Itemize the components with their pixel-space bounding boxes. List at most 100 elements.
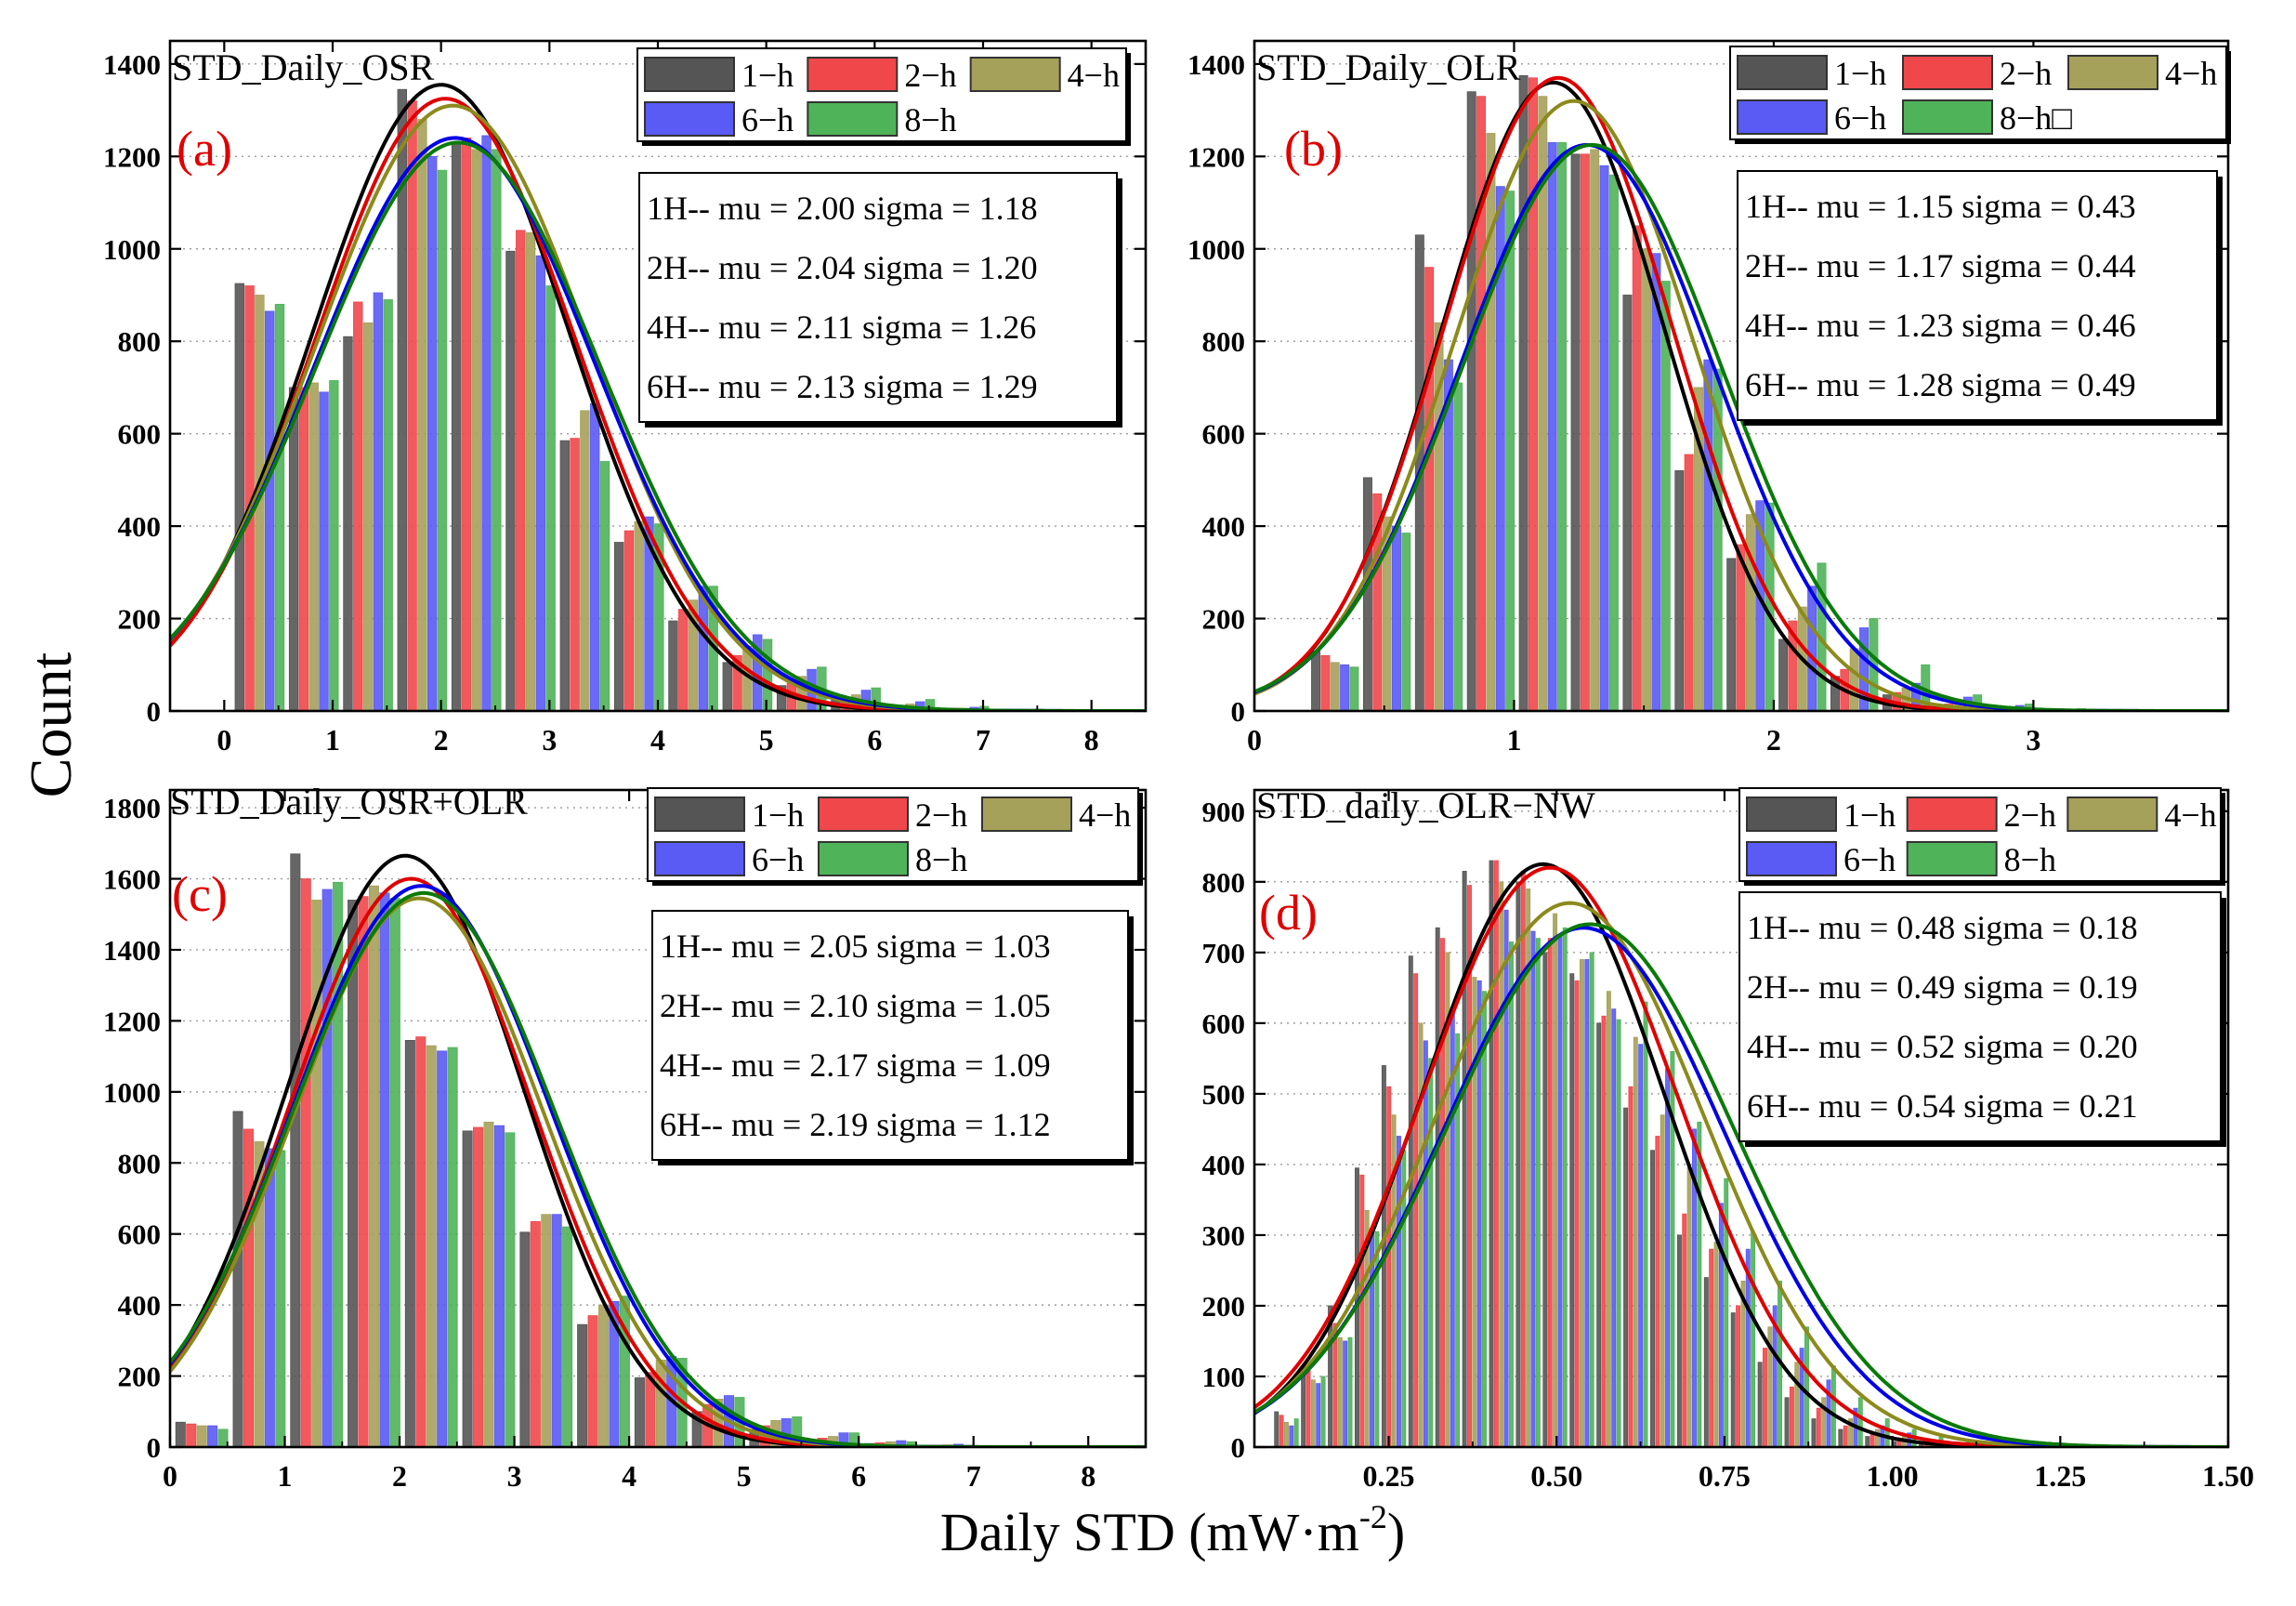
x-tick-label: 2	[392, 1459, 407, 1493]
bar-1-h	[1274, 1411, 1279, 1447]
bar-8-h	[275, 1150, 286, 1447]
stats-line: 4H-- mu = 1.23 sigma = 0.46	[1745, 307, 2136, 344]
bar-6-h	[1611, 1008, 1617, 1447]
panel-title: STD_Daily_OSR+OLR	[170, 781, 528, 823]
y-tick-label: 500	[1202, 1078, 1246, 1111]
bar-2-h	[1279, 1415, 1284, 1447]
bar-8-h	[1453, 382, 1463, 711]
y-tick-label: 800	[1202, 325, 1246, 358]
bar-4-h	[417, 119, 427, 711]
bar-4-h	[655, 1359, 666, 1447]
stats-line: 6H-- mu = 1.28 sigma = 0.49	[1745, 366, 2136, 403]
bar-1-h	[1838, 1428, 1843, 1447]
x-tick-label: 1	[278, 1459, 293, 1493]
legend-label-6-h: 6−h	[1834, 99, 1886, 137]
bar-2-h	[1816, 1407, 1821, 1447]
bar-1-h	[1730, 1312, 1736, 1447]
bar-1-h	[559, 440, 571, 711]
stats-line: 2H-- mu = 0.49 sigma = 0.19	[1747, 968, 2138, 1006]
bar-2-h	[1655, 1136, 1660, 1447]
y-axis-label: Count	[18, 652, 84, 798]
bar-8-h	[1589, 952, 1594, 1447]
bar-2-h	[1736, 544, 1746, 711]
bar-4-h	[1745, 514, 1755, 711]
bar-8-h	[654, 523, 664, 711]
bar-1-h	[404, 1040, 415, 1447]
x-tick-label: 6	[867, 723, 882, 757]
y-tick-label: 0	[147, 695, 162, 728]
bar-6-h	[1665, 1068, 1671, 1447]
x-tick-label: 2	[1766, 723, 1781, 757]
x-axis-label-main: Daily STD (mW·m	[940, 1502, 1359, 1562]
legend-label-2-h: 2−h	[915, 796, 967, 834]
bar-2-h	[186, 1423, 197, 1447]
bar-8-h	[599, 461, 610, 711]
stats-line: 2H-- mu = 2.04 sigma = 1.20	[647, 249, 1038, 286]
bar-8-h	[1608, 174, 1619, 711]
y-tick-label: 300	[1202, 1219, 1246, 1252]
bar-4-h	[196, 1425, 207, 1447]
y-tick-label: 1200	[103, 1005, 161, 1037]
bar-6-h	[1807, 586, 1817, 711]
bar-1-h	[668, 620, 678, 711]
bar-4-h	[1848, 1418, 1854, 1447]
bar-1-h	[1542, 952, 1548, 1447]
bar-2-h	[1843, 1425, 1848, 1447]
bar-4-h	[598, 1304, 610, 1447]
bar-4-h	[1499, 881, 1504, 1447]
bar-8-h	[871, 687, 881, 711]
bar-2-h	[243, 1128, 255, 1447]
bar-6-h	[1423, 1040, 1428, 1447]
bar-2-h	[1320, 654, 1331, 711]
legend-label-6-h: 6−h	[741, 101, 794, 138]
stats-line: 6H-- mu = 2.19 sigma = 1.12	[660, 1106, 1051, 1143]
bar-4-h	[1382, 516, 1392, 711]
bar-6-h	[427, 155, 438, 711]
fit-curve-2H	[170, 876, 1146, 1447]
stats-box	[651, 910, 1129, 1161]
y-tick-label: 600	[118, 1218, 162, 1251]
bar-6-h	[207, 1425, 218, 1447]
bar-8-h	[545, 285, 556, 711]
y-tick-label: 800	[1202, 866, 1246, 899]
bar-1-h	[1623, 1107, 1629, 1447]
bar-8-h	[1347, 1336, 1353, 1447]
bar-1-h	[505, 250, 516, 711]
stats-line: 1H-- mu = 0.48 sigma = 0.18	[1747, 909, 2138, 946]
bar-4-h	[1538, 96, 1548, 711]
bar-2-h	[732, 654, 742, 711]
y-tick-label: 400	[118, 510, 162, 543]
legend-label-4-h: 4−h	[2164, 796, 2216, 834]
bar-1-h	[577, 1323, 588, 1447]
bar-2-h	[1682, 1213, 1687, 1447]
x-tick-label: 1	[325, 723, 340, 757]
legend-swatch-2-h	[1906, 796, 1998, 832]
bar-6-h	[321, 889, 333, 1447]
y-tick-label: 200	[1202, 603, 1246, 636]
bar-1-h	[1622, 295, 1633, 711]
bar-8-h	[1320, 1376, 1326, 1447]
legend-label-1-h: 1−h	[1834, 55, 1886, 92]
x-tick-label: 4	[650, 723, 665, 757]
bar-2-h	[1372, 493, 1383, 711]
y-tick-label: 1000	[1187, 233, 1245, 266]
bar-4-h	[1642, 248, 1652, 711]
panel-letter: (c)	[172, 866, 228, 922]
x-tick-label: 0.25	[1363, 1459, 1415, 1493]
bar-8-h	[383, 299, 393, 711]
bar-2-h	[1789, 1386, 1794, 1447]
legend-swatch-8-h	[807, 101, 899, 137]
x-tick-label: 3	[542, 723, 557, 757]
bar-8-h	[762, 638, 773, 711]
legend-label-8-h: 8−h	[915, 841, 967, 878]
bar-4-h	[362, 322, 374, 711]
legend-label-4-h: 4−h	[1079, 796, 1131, 834]
bar-2-h	[623, 530, 635, 711]
bar-4-h	[311, 900, 322, 1447]
bar-1-h	[1466, 91, 1476, 711]
bar-8-h	[1349, 666, 1359, 711]
bar-1-h	[343, 336, 353, 711]
bar-4-h	[1434, 322, 1444, 711]
legend-swatch-1-h	[1746, 796, 1837, 832]
fit-curve-1H	[170, 853, 1146, 1447]
